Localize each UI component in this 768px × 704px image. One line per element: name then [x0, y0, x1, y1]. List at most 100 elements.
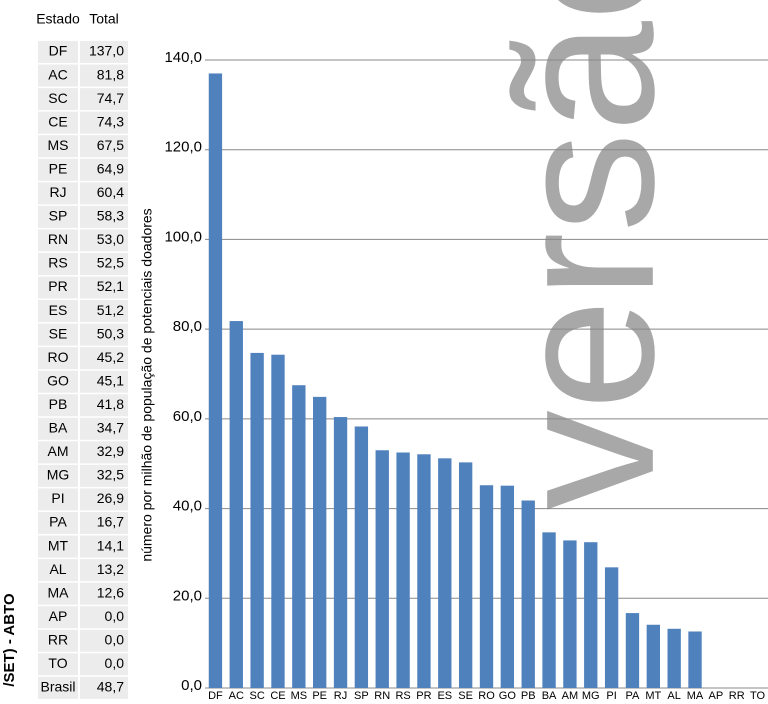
table-cell	[80, 111, 128, 134]
table-cell-text: 137,0	[89, 43, 124, 59]
table-cell-text: PI	[51, 490, 64, 506]
table-cell-text: 52,5	[97, 255, 124, 271]
table-cell	[80, 676, 128, 699]
table-cell	[38, 111, 78, 134]
x-tick-label: BA	[542, 690, 557, 702]
y-tick-label: 60,0	[173, 408, 202, 425]
x-tick-label: MT	[645, 690, 661, 702]
table-cell	[38, 417, 78, 440]
table-cell-text: 48,7	[97, 679, 124, 695]
bar	[542, 532, 556, 688]
table-cell-text: SC	[48, 90, 67, 106]
bar	[646, 624, 660, 688]
x-tick-label: RR	[729, 690, 745, 702]
table-cell-text: AM	[48, 443, 69, 459]
table-cell	[80, 252, 128, 275]
x-tick-label: PE	[312, 690, 327, 702]
y-tick-label: 0,0	[181, 677, 202, 694]
y-tick-label: 120,0	[164, 139, 202, 156]
bar	[500, 485, 515, 688]
table-cell-text: 53,0	[97, 231, 124, 247]
table-cell-text: 32,5	[97, 467, 124, 483]
table-cell	[38, 276, 78, 299]
table-cell-text: 13,2	[97, 561, 124, 577]
table-cell	[80, 535, 128, 558]
table-cell-text: DF	[49, 43, 68, 59]
table-cell-text: Brasil	[40, 679, 75, 695]
table-cell-text: 32,9	[97, 443, 124, 459]
table-cell-text: 0,0	[105, 608, 125, 624]
table-cell-text: 41,8	[97, 396, 124, 412]
table-cell-text: RJ	[49, 184, 66, 200]
x-tick-label: AM	[562, 690, 579, 702]
x-tick-label: ES	[437, 690, 452, 702]
table-cell-text: MA	[48, 584, 70, 600]
table-cell-text: ES	[49, 302, 68, 318]
bar	[479, 485, 494, 688]
table-cell	[80, 41, 128, 63]
x-tick-label: MG	[582, 690, 600, 702]
bar	[208, 73, 223, 688]
table-cell	[80, 347, 128, 370]
x-tick-label: PR	[416, 690, 431, 702]
table-cell	[80, 417, 128, 440]
table-cell	[38, 394, 78, 417]
y-tick-label: 80,0	[173, 318, 202, 335]
bar	[458, 462, 473, 688]
y-tick-label: 140,0	[164, 49, 202, 66]
bar	[375, 450, 389, 688]
bar	[271, 354, 285, 688]
table-cell-text: 58,3	[97, 208, 124, 224]
x-tick-label: RN	[374, 690, 390, 702]
x-tick-label: CE	[270, 690, 285, 702]
table-cell-text: CE	[48, 113, 67, 129]
table-cell-text: 64,9	[97, 160, 124, 176]
bar	[354, 426, 369, 688]
table-cell	[38, 653, 78, 676]
x-tick-label: PA	[626, 690, 641, 702]
watermark: versão	[473, 0, 696, 510]
x-tick-label: MA	[687, 690, 704, 702]
x-tick-label: AP	[709, 690, 724, 702]
bar	[250, 352, 264, 688]
bar	[521, 500, 535, 688]
y-tick-label: 100,0	[164, 228, 202, 245]
bar	[688, 631, 702, 688]
table-cell	[38, 441, 78, 464]
table-cell-text: SE	[49, 325, 68, 341]
table-cell	[80, 512, 128, 534]
x-tick-label: RO	[478, 690, 495, 702]
table-cell	[80, 441, 128, 464]
x-tick-label: TO	[750, 690, 766, 702]
table-cell	[38, 676, 78, 699]
table-cell	[80, 629, 128, 652]
x-tick-label: AC	[229, 690, 244, 702]
table-cell	[38, 64, 78, 87]
table-cell	[38, 300, 78, 323]
table-cell-text: MG	[47, 467, 70, 483]
table-cell-text: 52,1	[97, 278, 124, 294]
table-cell	[38, 535, 78, 558]
table-cell	[80, 276, 128, 299]
table-cell	[38, 41, 78, 63]
table-cell-text: AP	[49, 608, 68, 624]
bar	[438, 458, 452, 688]
table-cell-text: 81,8	[97, 66, 124, 82]
table-cell	[38, 205, 78, 228]
table-cell-text: 51,2	[97, 302, 124, 318]
table-cell	[80, 559, 128, 582]
table-cell	[80, 653, 128, 676]
bar	[584, 542, 598, 688]
table-cell	[80, 64, 128, 87]
x-tick-label: SC	[249, 690, 264, 702]
table-cell	[80, 394, 128, 417]
table-cell-text: PR	[48, 278, 67, 294]
table-cell	[80, 135, 128, 158]
table-cell	[38, 629, 78, 652]
table-cell-text: RS	[48, 255, 67, 271]
x-tick-label: MS	[291, 690, 308, 702]
table-cell	[80, 88, 128, 111]
table-cell-text: AC	[48, 66, 67, 82]
table-cell	[38, 323, 78, 346]
